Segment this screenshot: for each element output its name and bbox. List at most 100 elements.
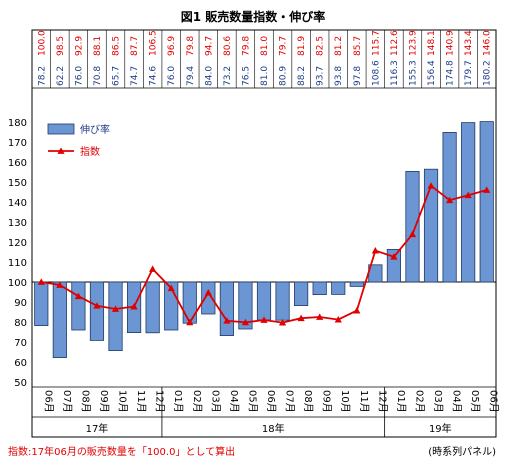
month-label: 06月 [265,390,277,413]
month-label: 01月 [172,390,184,413]
index-label: 79.8 [186,36,196,56]
y-tick-label: 120 [8,238,27,249]
bar-growth-rate [71,281,86,331]
bar-growth-rate [145,281,160,334]
top-label-pair: 88.2 81.9 [297,36,307,86]
index-label: 140.9 [446,30,456,56]
y-tick-label: 160 [8,158,27,169]
index-label: 81.0 [260,36,270,56]
top-label-pair: 156.4 148.1 [427,30,437,86]
month-label: 10月 [339,390,351,413]
top-label-pair: 84.0 94.7 [204,36,214,86]
bar-growth-rate [201,281,216,315]
growth-rate-label: 74.6 [149,66,159,86]
top-label-pair: 74.6 106.5 [149,30,159,86]
growth-rate-label: 174.8 [446,60,456,86]
bar-growth-rate [256,281,272,321]
bar-growth-rate [405,170,420,283]
index-point [111,305,120,312]
bar-growth-rate [442,131,457,283]
year-label: 18年 [262,422,285,435]
index-label: 115.7 [371,30,381,56]
top-label-pair: 78.2 100.0 [37,30,47,86]
index-label: 81.9 [297,36,307,56]
month-label: 09月 [321,390,333,413]
month-label: 02月 [413,390,425,413]
month-label: 03月 [209,390,221,413]
month-label: 11月 [358,390,370,413]
index-label: 88.1 [93,36,103,56]
legend-line-marker [57,147,65,154]
top-label-pair: 93.7 82.5 [316,36,326,86]
growth-rate-label: 155.3 [408,60,418,86]
index-point [241,318,250,326]
index-point [483,186,491,193]
index-label: 146.0 [483,30,493,56]
month-label: 02月 [191,390,203,413]
growth-rate-label: 93.7 [316,66,326,86]
bar-growth-rate [423,168,439,283]
growth-rate-label: 62.2 [56,66,66,86]
bar-growth-rate [182,281,197,324]
index-point [427,182,435,189]
top-label-pair: 81.0 81.0 [260,36,270,86]
index-label: 123.9 [408,30,418,56]
bar-growth-rate [386,248,402,283]
month-label: 05月 [246,390,258,413]
index-label: 86.5 [112,36,122,56]
index-label: 143.4 [464,30,474,56]
y-tick-label: 130 [8,218,27,229]
month-label: 07月 [61,390,73,413]
year-label: 19年 [429,422,452,435]
index-label: 96.9 [167,36,177,56]
growth-rate-label: 76.0 [167,66,177,86]
month-label: 07月 [284,390,296,413]
month-label: 03月 [432,390,444,413]
legend-line-label: 指数 [80,145,100,158]
bar-growth-rate [238,281,253,330]
index-point [334,316,342,323]
top-label-pair: 80.9 79.7 [279,36,289,86]
top-label-pair: 174.8 140.9 [446,30,456,86]
growth-rate-label: 70.8 [93,66,103,86]
index-label: 79.8 [241,36,251,56]
growth-rate-label: 74.7 [130,66,140,86]
y-tick-label: 90 [14,298,27,309]
top-label-pair: 76.5 79.8 [241,36,251,86]
growth-rate-label: 79.4 [186,66,196,86]
month-label: 11月 [135,390,147,413]
legend-bar-swatch [47,123,75,135]
index-point [130,303,138,310]
month-label: 10月 [117,390,129,413]
growth-rate-label: 84.0 [204,66,214,86]
index-point [297,314,305,322]
index-point [390,253,398,260]
top-label-pair: 93.8 81.2 [334,36,344,86]
top-label-pair: 70.8 88.1 [93,36,103,86]
legend-bar-label: 伸び率 [80,123,110,136]
index-label: 85.7 [353,36,363,56]
month-label: 01月 [395,390,407,413]
growth-rate-label: 97.8 [353,66,363,86]
growth-rate-label: 108.6 [371,60,381,86]
top-label-pair: 79.4 79.8 [186,36,196,86]
growth-rate-label: 93.8 [334,66,344,86]
year-label: 17年 [86,422,109,435]
y-tick-label: 50 [14,378,27,389]
index-point [37,278,45,285]
bar-growth-rate [34,281,49,326]
top-label-pair: 108.6 115.7 [371,30,381,86]
bar-growth-rate [461,122,476,283]
top-label-pair: 116.3 112.6 [390,30,400,86]
y-tick-label: 60 [14,358,27,369]
source-note: (時系列パネル) [428,447,496,458]
index-point [278,319,287,326]
index-label: 94.7 [204,36,214,56]
bar-growth-rate [89,281,105,341]
growth-rate-label: 76.5 [241,66,251,86]
bar-growth-rate [312,281,327,296]
index-point [446,196,454,204]
index-point [56,281,64,288]
index-label: 106.5 [149,30,159,56]
top-label-pair: 76.0 92.9 [74,36,84,86]
